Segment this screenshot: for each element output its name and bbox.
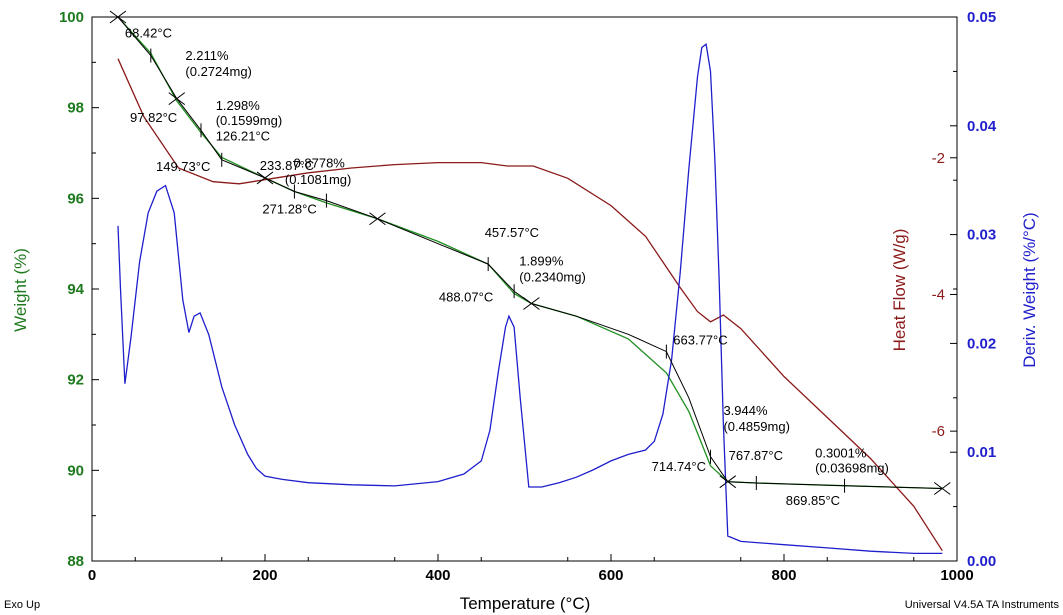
heat-flow-axis-title: Heat Flow (W/g) [890, 229, 909, 352]
x-tick-label: 200 [252, 567, 277, 584]
step-annotation: 0.3001% [815, 446, 867, 461]
deriv-tick-label: 0.01 [967, 444, 996, 461]
step-annotation: (0.4859mg) [723, 419, 789, 434]
weight-tick-label: 100 [59, 9, 84, 26]
step-annotation: 869.85°C [786, 493, 840, 508]
step-annotation: 126.21°C [216, 128, 270, 143]
weight-tick-label: 98 [67, 100, 84, 117]
deriv-tick-label: 0.04 [967, 118, 997, 135]
step-annotation: 1.899% [519, 253, 564, 268]
step-annotation: (0.2340mg) [519, 269, 585, 284]
step-annotation: 0.8778% [294, 156, 346, 171]
step-annotation: 97.82°C [130, 110, 177, 125]
step-annotation: 663.77°C [673, 332, 727, 347]
heat-flow-tick-label: -4 [932, 286, 945, 303]
footer-right: Universal V4.5A TA Instruments [905, 599, 1060, 611]
heat-flow-tick-label: -6 [932, 423, 945, 440]
x-tick-label: 400 [425, 567, 450, 584]
deriv-tick-label: 0.03 [967, 227, 996, 244]
ticks-group: 0 200 400 600 800 1000 88 90 92 94 96 98 100 0.00 0.01… [59, 9, 997, 584]
step-annotation: 233.87°C [260, 158, 314, 173]
step-annotation: (0.03698mg) [815, 461, 889, 476]
deriv-tick-label: 0.02 [967, 335, 996, 352]
x-tick-label: 800 [771, 567, 796, 584]
deriv-series-line [117, 43, 943, 555]
left-axis-title: Weight (%) [11, 248, 30, 332]
step-marker-arrow [109, 10, 127, 24]
step-marker-arrow [256, 171, 274, 185]
step-annotation: 457.57°C [485, 225, 539, 240]
step-annotation: 1.298% [216, 98, 261, 113]
deriv-axis-title: Deriv. Weight (%/°C) [1020, 212, 1039, 367]
annotations-group: 68.42°C 2.211%(0.2724mg) 1.298%(0.1599mg) 9… [125, 25, 889, 508]
step-annotation: 68.42°C [125, 25, 172, 40]
x-axis-title: Temperature (°C) [460, 594, 591, 613]
weight-tick-label: 92 [67, 372, 84, 389]
step-annotation: (0.1081mg) [285, 172, 351, 187]
step-annotation: 3.944% [723, 403, 768, 418]
weight-tick-label: 88 [67, 553, 84, 570]
weight-tick-label: 96 [67, 190, 84, 207]
step-marker-arrow [933, 482, 951, 495]
step-annotation: 714.74°C [652, 459, 706, 474]
step-annotation: (0.2724mg) [185, 64, 251, 79]
deriv-tick-label: 0.05 [967, 9, 996, 26]
x-tick-label: 0 [88, 567, 96, 584]
step-marker-arrow [523, 297, 540, 310]
step-analysis-group [109, 10, 951, 495]
step-marker-arrow [719, 475, 737, 489]
x-tick-label: 1000 [940, 567, 973, 584]
heat-flow-tick-label: -2 [932, 150, 945, 167]
step-marker-arrow [369, 212, 386, 226]
step-annotation: 149.73°C [156, 159, 210, 174]
x-tick-label: 600 [598, 567, 623, 584]
step-annotation: (0.1599mg) [216, 113, 282, 128]
step-annotation: 271.28°C [262, 201, 316, 216]
heat_flow-series-line [117, 58, 943, 552]
weight-tick-label: 94 [67, 281, 84, 298]
step-annotation: 488.07°C [439, 290, 493, 305]
step-annotation: 767.87°C [729, 448, 783, 463]
footer-left: Exo Up [4, 599, 40, 611]
deriv-tick-label: 0.00 [967, 553, 996, 570]
step-marker-arrow [168, 92, 186, 105]
step-annotation: 2.211% [185, 48, 229, 63]
weight-tick-label: 90 [67, 462, 84, 479]
